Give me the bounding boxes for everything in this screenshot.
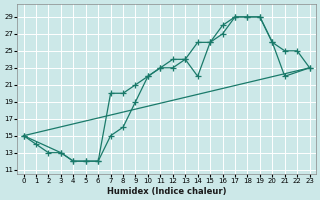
- X-axis label: Humidex (Indice chaleur): Humidex (Indice chaleur): [107, 187, 226, 196]
